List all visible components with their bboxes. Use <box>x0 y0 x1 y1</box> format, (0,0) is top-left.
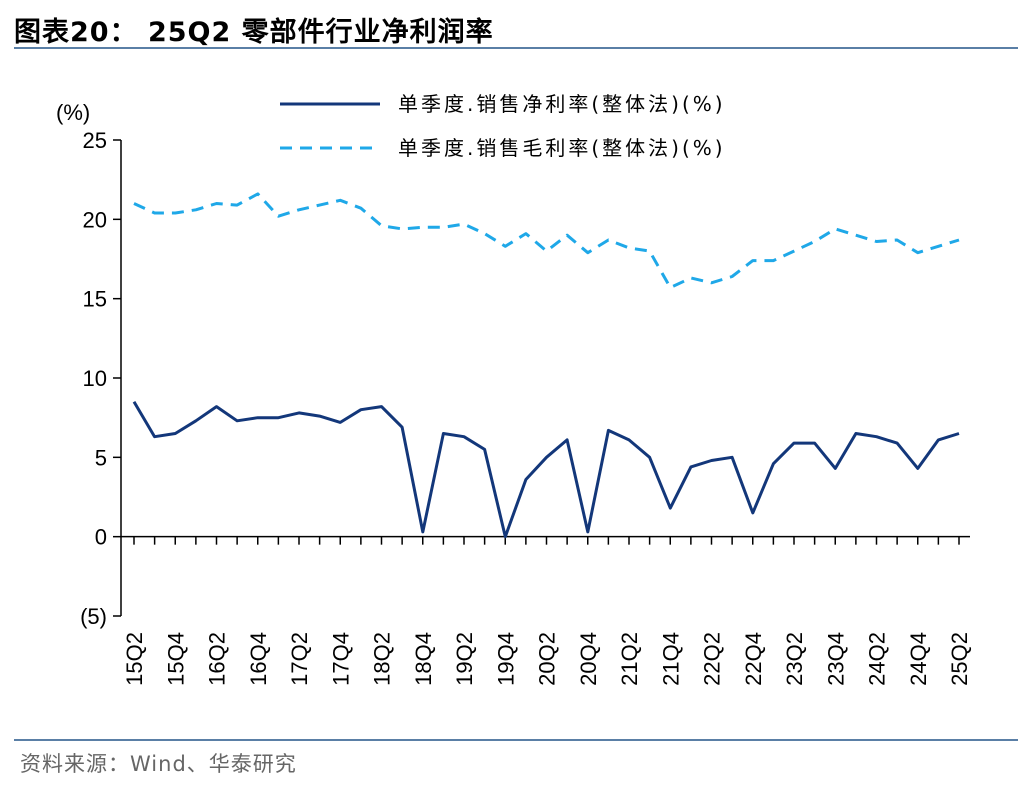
x-tick-label: 23Q4 <box>823 632 848 686</box>
x-tick-label: 25Q2 <box>947 632 972 686</box>
top-divider <box>14 47 1018 49</box>
x-tick-label: 15Q4 <box>163 632 188 686</box>
legend-label-net: 单季度.销售净利率(整体法)(%) <box>398 92 726 116</box>
legend: 单季度.销售净利率(整体法)(%) 单季度.销售毛利率(整体法)(%) <box>280 92 726 160</box>
y-tick-label: 5 <box>95 445 107 470</box>
x-tick-label: 18Q4 <box>411 632 436 686</box>
x-tick-label: 21Q2 <box>617 632 642 686</box>
gross-margin-line <box>133 192 960 290</box>
y-tick-label: 15 <box>83 287 107 312</box>
series-lines <box>132 192 960 539</box>
x-axis-ticks: 15Q2 15Q4 16Q2 16Q4 17Q2 17Q4 18Q2 18Q4 19Q2 19Q4… <box>122 536 972 686</box>
y-axis-ticks: (5) 0 5 10 15 20 25 <box>80 128 121 629</box>
legend-label-gross: 单季度.销售毛利率(整体法)(%) <box>398 136 726 160</box>
net-margin-line <box>132 401 960 539</box>
y-tick-label: 0 <box>95 525 107 550</box>
x-tick-label: 18Q2 <box>370 632 395 686</box>
y-tick-label: 20 <box>83 207 107 232</box>
x-tick-label: 22Q4 <box>741 632 766 686</box>
bottom-divider <box>14 739 1018 741</box>
x-tick-label: 20Q4 <box>576 632 601 686</box>
x-tick-label: 19Q4 <box>493 632 518 686</box>
y-axis-label: (%) <box>56 100 90 125</box>
x-tick-label: 19Q2 <box>452 632 477 686</box>
x-tick-label: 20Q2 <box>535 632 560 686</box>
y-tick-label: 25 <box>83 128 107 153</box>
x-tick-label: 15Q2 <box>122 632 147 686</box>
source-note: 资料来源：Wind、华泰研究 <box>20 752 297 776</box>
y-tick-label: (5) <box>80 604 107 629</box>
chart-axes <box>120 140 970 616</box>
y-tick-label: 10 <box>83 366 107 391</box>
x-tick-label: 22Q2 <box>700 632 725 686</box>
x-tick-label: 17Q2 <box>287 632 312 686</box>
x-tick-label: 16Q4 <box>246 632 271 686</box>
x-tick-label: 17Q4 <box>328 632 353 686</box>
x-tick-label: 16Q2 <box>205 632 230 686</box>
page-title: 图表20： 25Q2 零部件行业净利润率 <box>14 17 494 48</box>
x-tick-label: 21Q4 <box>658 632 683 686</box>
x-tick-label: 23Q2 <box>782 632 807 686</box>
x-tick-label: 24Q4 <box>906 632 931 686</box>
x-tick-label: 24Q2 <box>865 632 890 686</box>
